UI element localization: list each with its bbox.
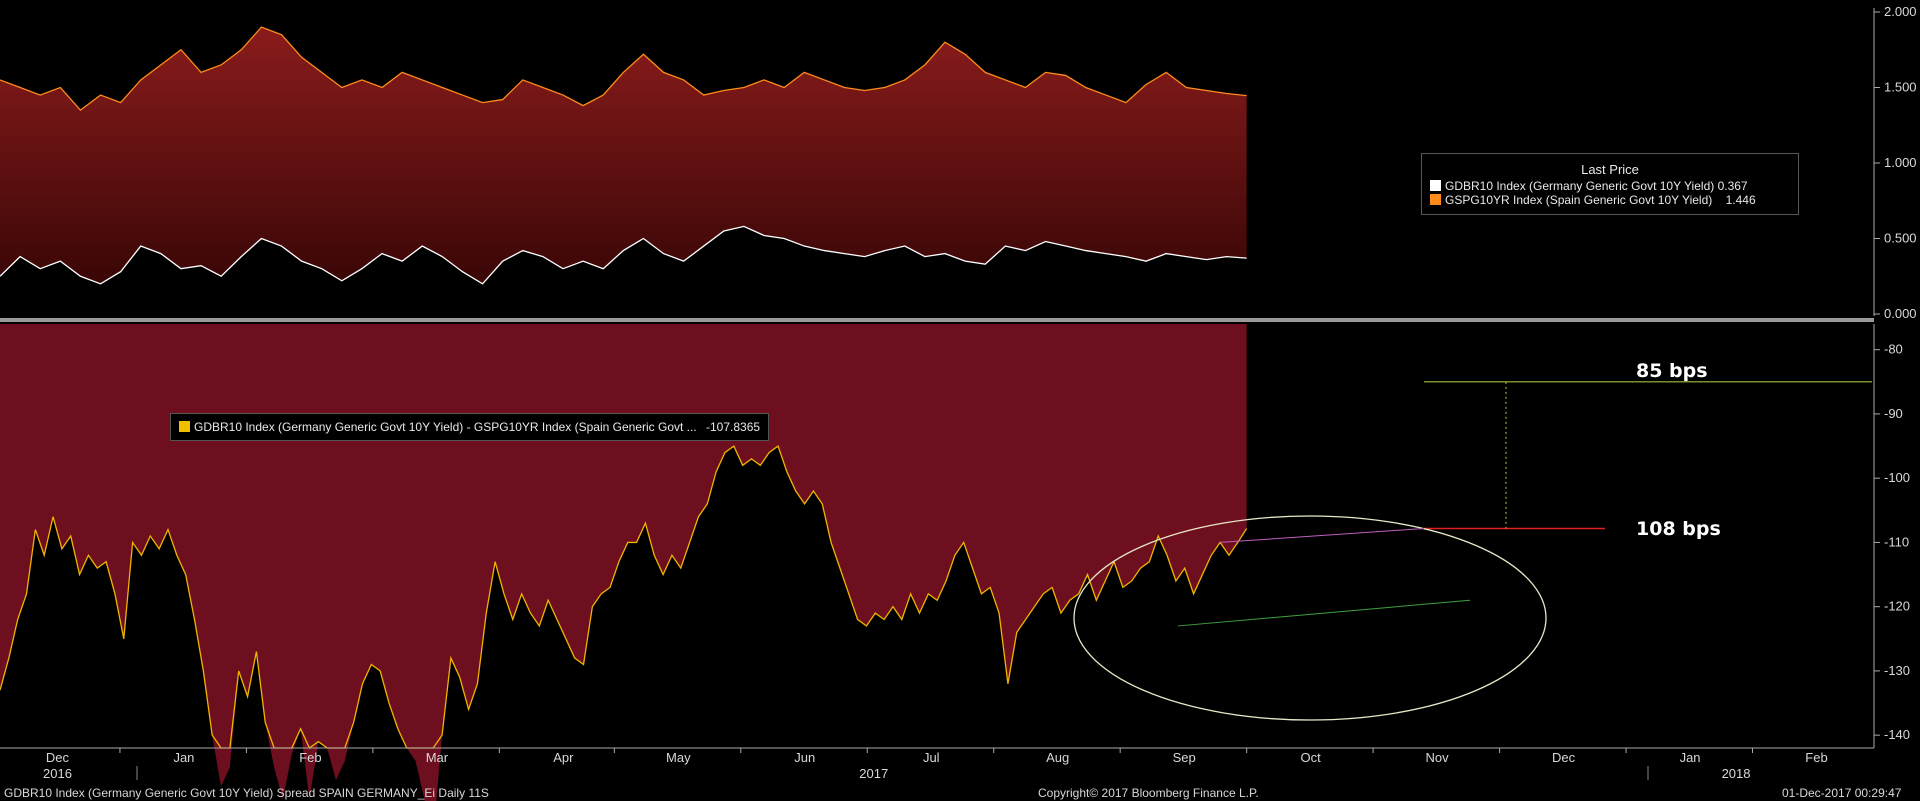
spread-fill-area bbox=[0, 324, 1247, 801]
x-year-label: 2016 bbox=[43, 766, 72, 781]
legend-swatch-spread bbox=[179, 421, 190, 432]
legend-value-gspg: 1.446 bbox=[1725, 193, 1756, 207]
legend-swatch-gspg bbox=[1430, 194, 1441, 205]
top-y-tick-label: 0.000 bbox=[1884, 306, 1917, 321]
footer-left: GDBR10 Index (Germany Generic Govt 10Y Y… bbox=[4, 786, 489, 800]
x-tick-label: Jan bbox=[1680, 750, 1701, 765]
bottom-y-tick-label: -130 bbox=[1884, 663, 1910, 678]
footer-center: Copyright© 2017 Bloomberg Finance L.P. bbox=[1038, 786, 1259, 800]
bottom-y-tick-label: -140 bbox=[1884, 727, 1910, 742]
legend-item-gspg: GSPG10YR Index (Spain Generic Govt 10Y Y… bbox=[1430, 193, 1798, 207]
legend-swatch-gdbr bbox=[1430, 180, 1441, 191]
x-tick-label: Apr bbox=[553, 750, 574, 765]
x-tick-label: Aug bbox=[1046, 750, 1069, 765]
upper-trend-line bbox=[1219, 528, 1425, 543]
top-y-tick-label: 2.000 bbox=[1884, 4, 1917, 19]
x-tick-label: Sep bbox=[1173, 750, 1196, 765]
x-tick-label: Feb bbox=[299, 750, 321, 765]
bottom-y-tick-label: -120 bbox=[1884, 599, 1910, 614]
x-tick-label: Dec bbox=[46, 750, 70, 765]
legend-item-gdbr: GDBR10 Index (Germany Generic Govt 10Y Y… bbox=[1430, 179, 1798, 193]
footer-right: 01-Dec-2017 00:29:47 bbox=[1782, 786, 1902, 800]
gspg10yr-line bbox=[0, 26, 1247, 112]
lower-trend-line bbox=[1177, 599, 1471, 627]
legend-label-gdbr: GDBR10 Index (Germany Generic Govt 10Y Y… bbox=[1445, 179, 1715, 193]
bottom-y-tick-label: -90 bbox=[1884, 406, 1903, 421]
gdbr10-line bbox=[0, 225, 1247, 285]
x-tick-label: Nov bbox=[1426, 750, 1450, 765]
x-tick-label: Feb bbox=[1805, 750, 1827, 765]
legend-label-gspg: GSPG10YR Index (Spain Generic Govt 10Y Y… bbox=[1445, 193, 1713, 207]
bottom-y-tick-label: -110 bbox=[1884, 534, 1909, 549]
top-y-tick-label: 0.500 bbox=[1884, 231, 1917, 246]
bottom-y-tick-label: -80 bbox=[1884, 342, 1903, 357]
x-tick-label: Jun bbox=[794, 750, 815, 765]
legend-value-gdbr: 0.367 bbox=[1717, 179, 1748, 193]
legend-label-spread: GDBR10 Index (Germany Generic Govt 10Y Y… bbox=[194, 420, 697, 434]
top-y-tick-label: 1.500 bbox=[1884, 80, 1917, 95]
annotation-85-bps: 85 bps bbox=[1636, 360, 1708, 382]
yield-legend: Last Price GDBR10 Index (Germany Generic… bbox=[1421, 153, 1799, 215]
x-tick-label: May bbox=[666, 750, 691, 765]
legend-title: Last Price bbox=[1581, 162, 1639, 177]
x-tick-label: Oct bbox=[1301, 750, 1322, 765]
yield-spread-area bbox=[0, 27, 1247, 284]
x-tick-label: Dec bbox=[1552, 750, 1576, 765]
x-tick-label: Mar bbox=[426, 750, 449, 765]
x-year-label: 2017 bbox=[859, 766, 888, 781]
axes: 0.000 0.500 1.000 1.500 2.000 -80 -90 -100 -110 -… bbox=[0, 4, 1917, 781]
x-year-label: 2018 bbox=[1722, 766, 1751, 781]
top-panel bbox=[0, 26, 1247, 285]
top-y-tick-label: 1.000 bbox=[1884, 155, 1917, 170]
bottom-y-tick-label: -100 bbox=[1884, 470, 1910, 485]
spread-legend: GDBR10 Index (Germany Generic Govt 10Y Y… bbox=[170, 413, 770, 441]
bottom-panel bbox=[0, 324, 1872, 801]
x-tick-label: Jan bbox=[173, 750, 194, 765]
annotation-108-bps: 108 bps bbox=[1636, 518, 1721, 540]
panel-divider bbox=[0, 318, 1874, 322]
spread-line bbox=[0, 445, 1248, 749]
x-tick-label: Jul bbox=[923, 750, 940, 765]
legend-value-spread: -107.8365 bbox=[706, 420, 761, 434]
highlight-ellipse bbox=[1073, 515, 1547, 721]
